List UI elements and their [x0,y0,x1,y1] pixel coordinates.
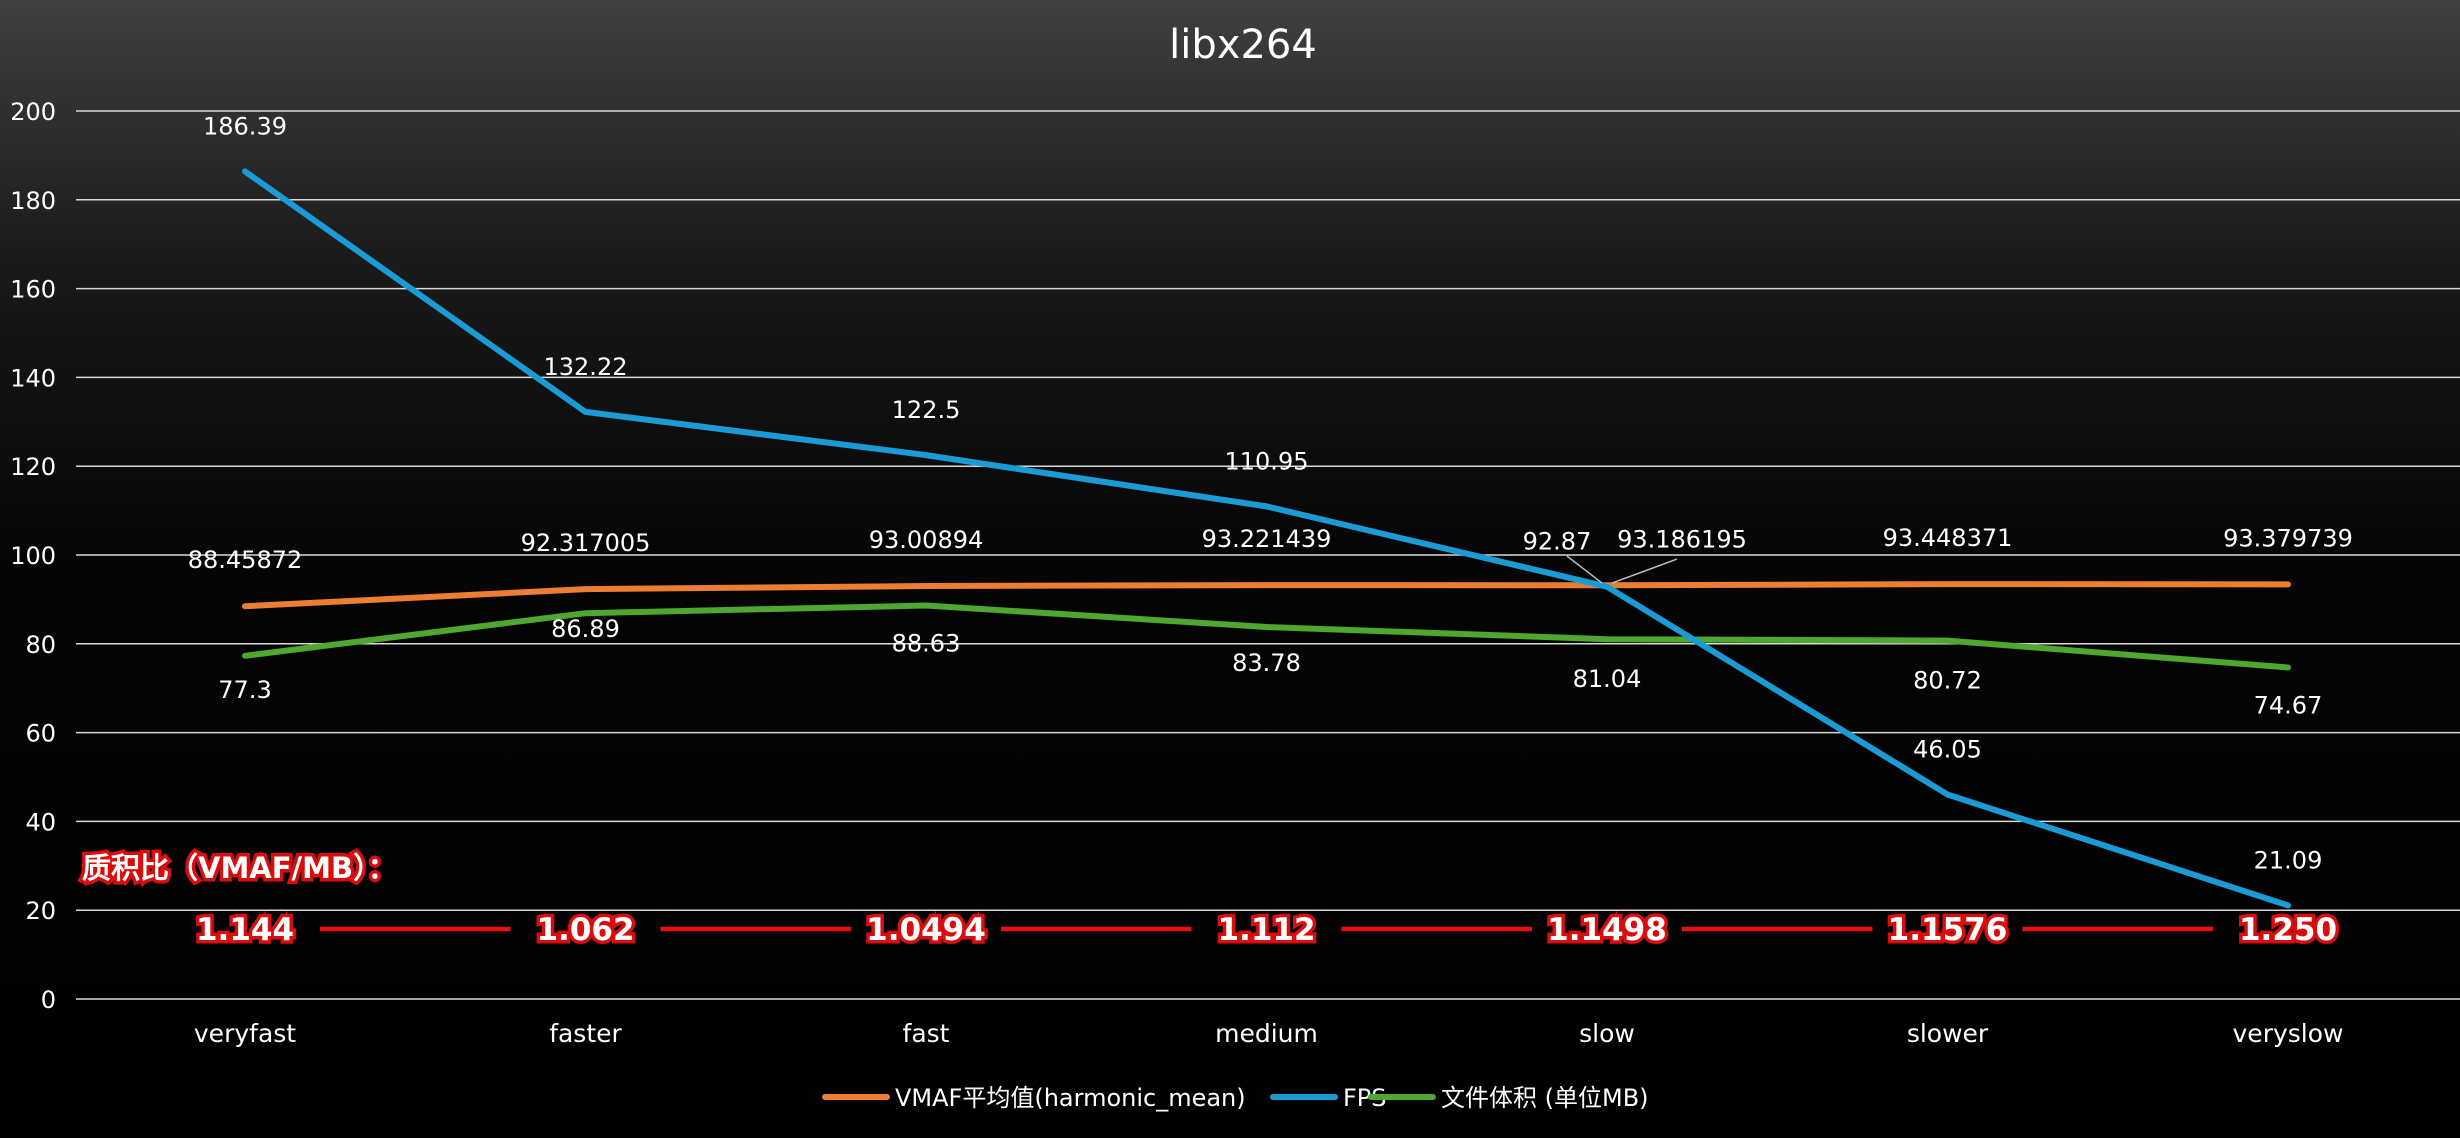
ratio-value: 1.062 [536,912,634,948]
leader-line [1566,555,1603,584]
data-labels: 88.45872 92.317005 93.00894 93.221439 93.186… [188,112,2353,874]
legend-label: 文件体积 (单位MB) [1441,1084,1649,1112]
leader-line [1611,558,1678,584]
data-label: 88.45872 [188,546,303,574]
data-label: 93.448371 [1883,524,2013,552]
y-tick-label: 40 [25,808,56,836]
y-tick-label: 200 [10,98,56,126]
data-label: 46.05 [1913,736,1982,764]
legend: VMAF平均值(harmonic_mean) FPS 文件体积 (单位MB) [822,1084,1649,1112]
ratio-annotation: 质积比（VMAF/MB）： 1.144 1.062 1.0494 1.112 1.149… [79,848,2341,952]
ratio-value: 1.0494 [866,912,986,948]
data-label: 93.00894 [869,526,984,554]
ratio-value: 1.144 [196,912,294,948]
x-tick-label: medium [1215,1019,1318,1048]
x-tick-label: slow [1579,1019,1635,1048]
y-tick-label: 20 [25,897,56,925]
chart-title: libx264 [1169,22,1317,68]
data-label: 21.09 [2254,846,2323,874]
data-label: 122.5 [892,396,961,424]
y-tick-label: 140 [10,364,56,392]
grid-lines [76,110,2460,1000]
x-tick-label: faster [549,1019,622,1048]
series-line [242,602,2291,671]
y-tick-label: 60 [25,720,56,748]
y-tick-label: 180 [10,187,56,215]
x-tick-label: veryslow [2233,1019,2344,1048]
data-label: 92.317005 [521,529,651,557]
data-label: 81.04 [1573,665,1642,693]
series-line [242,168,2291,909]
data-label: 186.39 [203,112,287,140]
data-label: 80.72 [1913,667,1982,695]
data-label: 92.87 [1523,528,1592,556]
x-tick-label: slower [1907,1019,1989,1048]
ratio-value: 1.1576 [1888,912,2008,948]
ratio-value: 1.112 [1217,912,1315,948]
x-tick-label: fast [903,1019,950,1048]
y-tick-label: 100 [10,542,56,570]
data-label: 77.3 [218,676,271,704]
data-label: 93.379739 [2223,524,2353,552]
data-label: 74.67 [2254,691,2323,719]
data-label: 110.95 [1225,447,1309,475]
y-tick-label: 0 [41,986,56,1014]
ratio-value: 1.1498 [1547,912,1667,948]
x-axis-ticks: veryfast faster fast medium slow slower verysl… [194,1019,2344,1048]
series-line [242,581,2291,610]
data-label: 88.63 [892,629,961,657]
x-tick-label: veryfast [194,1019,296,1048]
data-label: 83.78 [1232,649,1301,677]
legend-label: VMAF平均值(harmonic_mean) [895,1084,1246,1112]
ratio-value: 1.250 [2239,912,2337,948]
data-label: 132.22 [544,353,628,381]
data-label: 93.221439 [1202,525,1332,553]
y-tick-label: 80 [25,631,56,659]
y-tick-label: 120 [10,453,56,481]
ratio-title: 质积比（VMAF/MB）： [82,851,397,885]
data-label: 93.186195 [1617,525,1747,553]
y-axis-ticks: 0 20 40 60 80 100 120 140 160 180 200 [10,98,56,1014]
y-tick-label: 160 [10,276,56,304]
data-label: 86.89 [551,615,620,643]
series-lines [242,168,2291,909]
